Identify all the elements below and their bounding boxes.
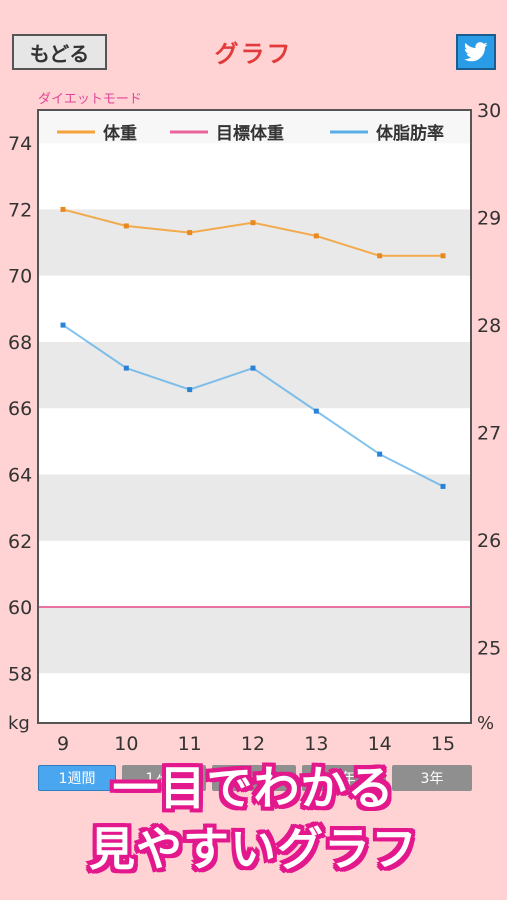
right-tick-label: 28 <box>477 315 501 337</box>
data-point <box>440 253 446 259</box>
data-point <box>60 322 66 328</box>
mode-label: ダイエットモード <box>38 92 142 107</box>
right-tick-label: 30 <box>477 100 501 122</box>
data-point <box>377 451 383 457</box>
range-tab-label: 3年 <box>420 771 444 787</box>
left-tick-label: 70 <box>8 266 32 288</box>
grid-band <box>39 341 470 409</box>
x-tick-label: 14 <box>368 733 392 755</box>
right-tick-label: 26 <box>477 530 501 552</box>
left-tick-label: 74 <box>8 133 32 155</box>
left-tick-label: 72 <box>8 199 32 221</box>
range-tab-1year[interactable]: 1年 <box>302 765 386 791</box>
data-point <box>250 365 256 371</box>
grid-band <box>39 474 470 541</box>
x-tick-label: 15 <box>431 733 455 755</box>
grid-band <box>39 607 470 674</box>
range-tab-label: 1年 <box>332 771 356 787</box>
left-tick-label: 64 <box>8 464 32 486</box>
data-point <box>250 220 256 226</box>
legend-label: 体脂肪率 <box>376 123 444 144</box>
range-tab-3months[interactable]: 3ヶ月 <box>212 765 296 791</box>
right-tick-label: 27 <box>477 423 501 445</box>
x-tick-label: 10 <box>114 733 138 755</box>
back-button[interactable]: もどる <box>12 34 107 70</box>
data-point <box>313 233 319 239</box>
right-axis-unit: % <box>477 713 494 734</box>
range-tab-1week[interactable]: 1週間 <box>38 765 116 791</box>
twitter-share-button[interactable] <box>456 34 496 70</box>
range-tab-3years[interactable]: 3年 <box>392 765 472 791</box>
data-point <box>123 365 129 371</box>
range-tab-label: 3ヶ月 <box>235 771 273 787</box>
x-tick-label: 9 <box>57 733 69 755</box>
grid-band <box>39 111 470 144</box>
promo-headline-2: 見やすいグラフ <box>89 822 418 876</box>
data-point <box>60 206 66 212</box>
page-title: グラフ <box>214 40 293 68</box>
data-point <box>187 387 193 393</box>
data-point <box>440 483 446 489</box>
data-point <box>313 408 319 414</box>
left-tick-label: 62 <box>8 531 32 553</box>
x-tick-label: 13 <box>304 733 328 755</box>
twitter-bird-icon <box>464 42 488 62</box>
right-tick-label: 29 <box>477 208 501 230</box>
range-tab-label: 1週間 <box>58 771 96 787</box>
x-tick-label: 11 <box>178 733 202 755</box>
back-button-label: もどる <box>29 41 90 66</box>
promo-headline-1: 一目でわかる <box>112 761 395 815</box>
left-tick-label: 68 <box>8 332 32 354</box>
legend-label: 体重 <box>103 123 137 144</box>
left-tick-label: 58 <box>8 663 32 685</box>
x-tick-label: 12 <box>241 733 265 755</box>
range-tab-label: 1ヶ月 <box>145 771 183 787</box>
right-tick-label: 25 <box>477 638 501 660</box>
data-point <box>187 230 193 236</box>
data-point <box>377 253 383 259</box>
left-tick-label: 66 <box>8 398 32 420</box>
data-point <box>123 223 129 229</box>
left-tick-label: 60 <box>8 597 32 619</box>
range-tab-1month[interactable]: 1ヶ月 <box>122 765 206 791</box>
legend-label: 目標体重 <box>216 123 284 144</box>
left-axis-unit: kg <box>8 713 30 734</box>
